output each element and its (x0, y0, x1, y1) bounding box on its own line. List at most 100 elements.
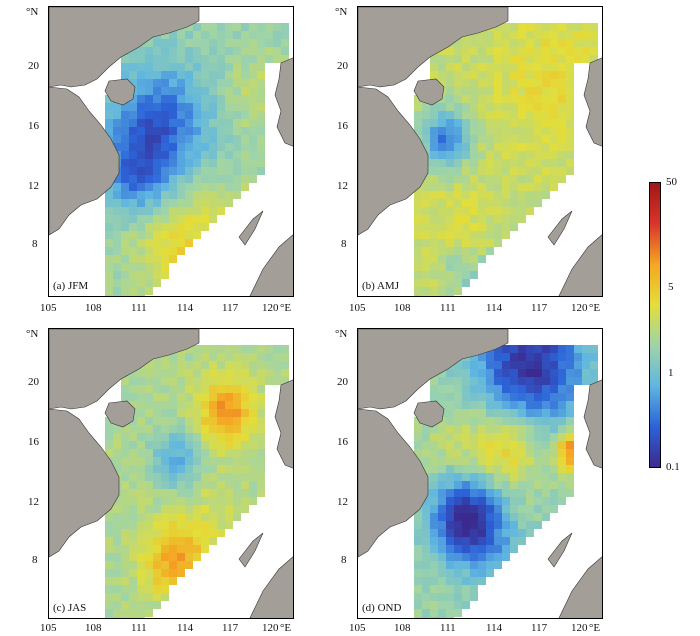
data-cell (510, 207, 518, 215)
lon-unit-label: °E (280, 302, 292, 314)
data-cell (566, 55, 574, 63)
data-cell (161, 569, 169, 577)
data-cell (169, 231, 177, 239)
data-cell (201, 111, 209, 119)
data-cell (209, 425, 217, 433)
data-cell (201, 127, 209, 135)
data-cell (113, 441, 121, 449)
data-cell (414, 239, 422, 247)
data-cell (590, 23, 598, 31)
data-cell (153, 255, 161, 263)
data-cell (129, 497, 137, 505)
data-cell (145, 47, 153, 55)
data-cell (177, 497, 185, 505)
data-cell (105, 255, 113, 263)
data-cell (430, 617, 438, 618)
data-cell (265, 369, 273, 377)
data-cell (502, 417, 510, 425)
data-cell (177, 223, 185, 231)
data-cell (193, 393, 201, 401)
data-cell (129, 135, 137, 143)
data-cell (462, 537, 470, 545)
data-cell (113, 617, 121, 618)
data-cell (145, 369, 153, 377)
data-cell (502, 55, 510, 63)
data-cell (185, 103, 193, 111)
data-cell (153, 425, 161, 433)
data-cell (193, 95, 201, 103)
data-cell (494, 143, 502, 151)
data-cell (201, 417, 209, 425)
lon-tick: 117 (531, 622, 548, 634)
data-cell (137, 425, 145, 433)
data-cell (233, 55, 241, 63)
data-cell (233, 393, 241, 401)
data-cell (249, 441, 257, 449)
data-cell (486, 199, 494, 207)
data-cell (153, 441, 161, 449)
data-cell (438, 279, 446, 287)
data-cell (566, 361, 574, 369)
data-cell (550, 159, 558, 167)
data-cell (462, 79, 470, 87)
data-cell (113, 569, 121, 577)
data-cell (161, 39, 169, 47)
data-cell (526, 23, 534, 31)
data-cell (249, 103, 257, 111)
data-cell (177, 369, 185, 377)
data-cell (422, 263, 430, 271)
data-cell (257, 87, 265, 95)
data-cell (241, 119, 249, 127)
data-cell (422, 521, 430, 529)
data-cell (225, 31, 233, 39)
data-cell (582, 361, 590, 369)
data-cell (217, 151, 225, 159)
data-cell (526, 497, 534, 505)
lat-tick: 16 (337, 436, 348, 448)
data-cell (446, 95, 454, 103)
data-cell (534, 425, 542, 433)
data-cell (438, 401, 446, 409)
data-cell (153, 119, 161, 127)
data-cell (502, 353, 510, 361)
data-cell (526, 369, 534, 377)
data-cell (193, 135, 201, 143)
data-cell (462, 183, 470, 191)
data-cell (550, 135, 558, 143)
data-cell (145, 287, 153, 295)
data-cell (422, 287, 430, 295)
land-mass (49, 86, 120, 236)
data-cell (153, 401, 161, 409)
data-cell (534, 457, 542, 465)
data-cell (169, 449, 177, 457)
data-cell (486, 167, 494, 175)
data-cell (518, 449, 526, 457)
data-cell (153, 361, 161, 369)
data-cell (438, 593, 446, 601)
data-cell (209, 127, 217, 135)
data-cell (129, 521, 137, 529)
data-cell (446, 457, 454, 465)
data-cell (257, 345, 265, 353)
data-cell (153, 473, 161, 481)
data-cell (105, 617, 113, 618)
data-cell (105, 287, 113, 295)
data-cell (510, 119, 518, 127)
data-cell (145, 609, 153, 617)
data-cell (462, 271, 470, 279)
data-cell (470, 135, 478, 143)
data-cell (177, 215, 185, 223)
data-cell (233, 497, 241, 505)
data-cell (534, 433, 542, 441)
data-cell (265, 377, 273, 385)
data-cell (478, 127, 486, 135)
data-cell (177, 55, 185, 63)
data-cell (169, 521, 177, 529)
data-cell (446, 529, 454, 537)
lat-tick: 12 (28, 180, 39, 192)
data-cell (249, 409, 257, 417)
data-cell (454, 175, 462, 183)
data-cell (105, 295, 113, 296)
data-cell (113, 103, 121, 111)
lon-tick: 114 (486, 622, 503, 634)
